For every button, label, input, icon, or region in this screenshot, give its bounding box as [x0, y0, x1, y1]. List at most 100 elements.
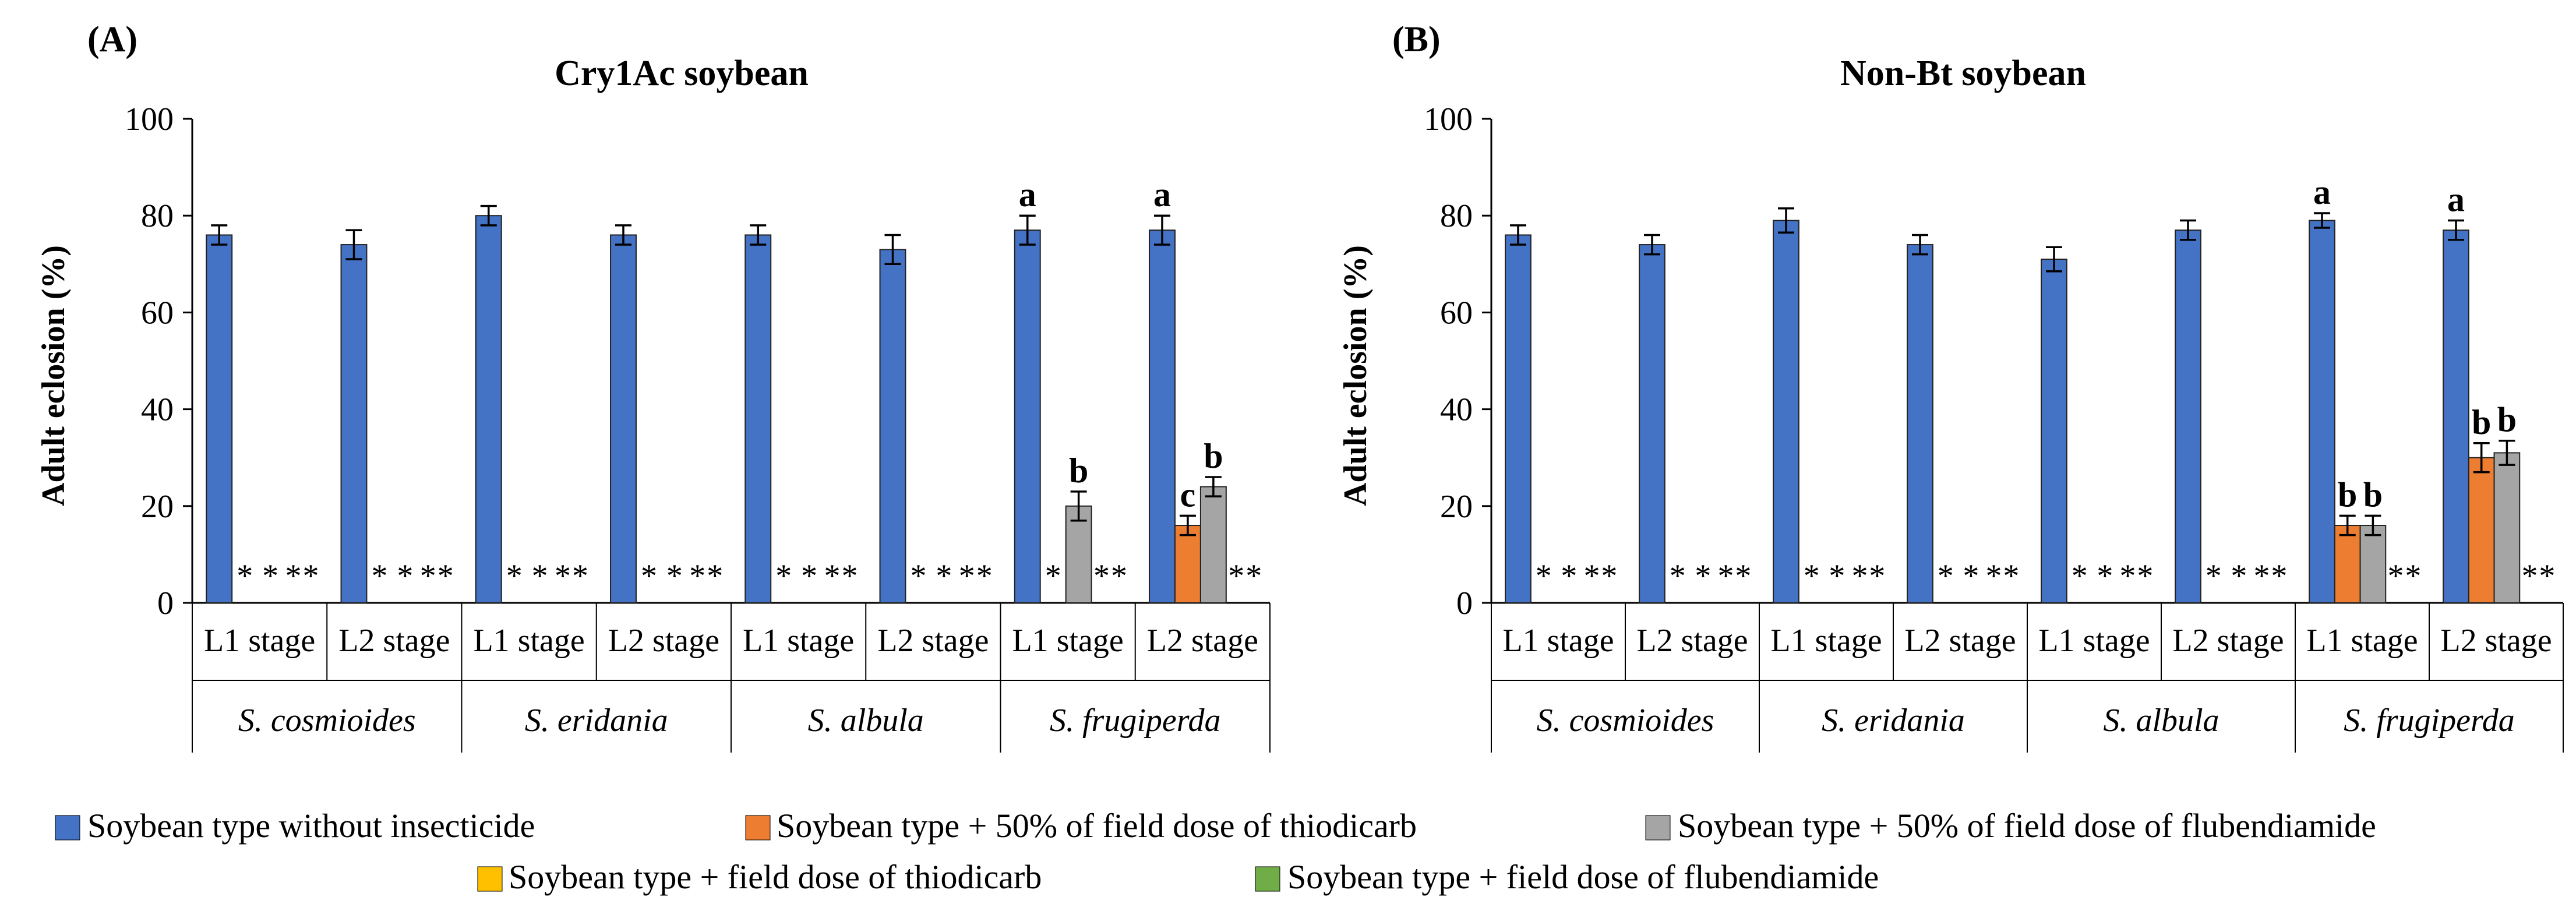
legend-item-thio: Soybean type + field dose of thiodicarb: [477, 858, 1042, 896]
legend-swatch-thio50: [745, 815, 771, 841]
panel-b-no-eclosion-marker: *: [1735, 558, 1751, 594]
panel-a-y-tick-label: 20: [141, 489, 174, 525]
panel-b-species-label: S. albula: [2103, 702, 2219, 739]
panel-b-species-label: S. eridania: [1822, 702, 1965, 739]
legend-swatch-flub50: [1645, 815, 1671, 841]
legend-item-flub50: Soybean type + 50% of field dose of flub…: [1645, 807, 2376, 845]
panel-b-no-eclosion-marker: *: [2003, 558, 2019, 594]
panel-b-error-bar: [2499, 439, 2515, 466]
panel-b-significance-letter: b: [2472, 403, 2491, 442]
panel-a-y-axis-label: Adult eclosion (%): [36, 245, 72, 506]
panel-a-bar-none: [206, 234, 233, 603]
panel-b-bar-none: [1505, 234, 1532, 603]
panel-a-bar-none: [1014, 230, 1041, 603]
panel-b-y-tick-label: 20: [1440, 489, 1473, 525]
panel-b-significance-letter: a: [2313, 173, 2331, 211]
panel-b-bar-flub50: [2493, 452, 2521, 603]
panel-b-stage-label: L1 stage: [2038, 623, 2150, 659]
panel-b-error-bar: [1510, 224, 1526, 246]
panel-a-no-eclosion-marker: *: [842, 558, 858, 594]
panel-a-no-eclosion-marker: *: [1245, 558, 1262, 594]
panel-b-no-eclosion-marker: *: [1561, 558, 1577, 594]
panel-a-bar-none: [879, 249, 906, 603]
panel-a-no-eclosion-marker: *: [285, 558, 301, 594]
panel-a-stage-label: L1 stage: [473, 623, 584, 659]
panel-b-stage-label: L2 stage: [2440, 623, 2552, 659]
panel-b-no-eclosion-marker: *: [2231, 558, 2247, 594]
legend-swatch-thio: [477, 866, 503, 892]
panel-b-no-eclosion-marker: *: [1536, 558, 1552, 594]
panel-a-no-eclosion-marker: *: [572, 558, 588, 594]
panel-b-no-eclosion-marker: *: [1963, 558, 1979, 594]
panel-a-error-bar: [1154, 214, 1170, 246]
legend-item-thio50: Soybean type + 50% of field dose of thio…: [745, 807, 1417, 845]
panel-b-no-eclosion-marker: *: [2206, 558, 2222, 594]
panel-b-no-eclosion-marker: *: [2137, 558, 2153, 594]
panel-a-species-label: S. eridania: [525, 702, 668, 739]
panel-b-species-label: S. cosmioides: [1537, 702, 1714, 739]
panel-a-no-eclosion-marker: *: [371, 558, 387, 594]
panel-a-stage-label: L1 stage: [1012, 623, 1123, 659]
panel-a-error-bar: [750, 224, 767, 246]
panel-b-no-eclosion-marker: *: [1601, 558, 1617, 594]
legend: Soybean type without insecticide Soybean…: [55, 807, 2376, 896]
panel-b-y-tick-label: 60: [1440, 295, 1473, 331]
panel-a-no-eclosion-marker: *: [641, 558, 657, 594]
panel-a-y-tick-label: 100: [125, 101, 174, 137]
panel-a-bar-none: [340, 244, 368, 603]
panel-b-no-eclosion-marker: *: [2405, 558, 2421, 594]
panel-b-significance-letter: b: [2497, 401, 2517, 439]
panel-a-error-bar: [1179, 514, 1196, 536]
panel-a-no-eclosion-marker: *: [555, 558, 571, 594]
panel-a-y-tick-label: 80: [141, 198, 174, 234]
panel-b: (B) Non-Bt soybean Adult eclosion (%) 0 2…: [1338, 20, 2564, 753]
panel-b-no-eclosion-marker: *: [2271, 558, 2287, 594]
panel-b-y-tick-label: 40: [1440, 392, 1473, 428]
panel-b-no-eclosion-marker: *: [1584, 558, 1600, 594]
panel-a-bar-flub50: [1065, 505, 1092, 603]
panel-b-no-eclosion-marker: *: [1670, 558, 1686, 594]
panel-b-no-eclosion-marker: *: [2522, 558, 2538, 594]
panel-a-stage-label: L1 stage: [743, 623, 854, 659]
panel-a-no-eclosion-marker: *: [532, 558, 548, 594]
panel-a-stage-label: L1 stage: [204, 623, 315, 659]
panel-b-error-bar: [2473, 442, 2490, 474]
panel-b-bar-none: [2041, 258, 2067, 603]
panel-b-no-eclosion-marker: *: [1852, 558, 1868, 594]
legend-label-flub: Soybean type + field dose of flubendiami…: [1287, 858, 1879, 896]
panel-a-stage-label: L2 stage: [338, 623, 450, 659]
panel-b-error-bar: [2314, 212, 2330, 229]
panel-b-bar-none: [1907, 244, 1933, 603]
panel-b-y-tick-label: 80: [1440, 198, 1473, 234]
panel-a-significance-letter: b: [1204, 437, 1223, 475]
panel-b-bar-thio50: [2468, 457, 2495, 604]
panel-a-stage-label: L2 stage: [608, 623, 719, 659]
panel-b-bar-none: [2175, 230, 2201, 603]
panel-b-error-bar: [2365, 514, 2381, 536]
panel-a: (A) Cry1Ac soybean Adult eclosion (%) 0 2…: [36, 20, 1271, 753]
panel-b-no-eclosion-marker: *: [1986, 558, 2002, 594]
panel-a-label: (A): [87, 20, 137, 59]
panel-b-no-eclosion-marker: *: [2539, 558, 2555, 594]
panel-a-no-eclosion-marker: *: [237, 558, 253, 594]
panel-b-stage-label: L2 stage: [1904, 623, 2016, 659]
panel-a-no-eclosion-marker: *: [936, 558, 952, 594]
panel-b-no-eclosion-marker: *: [2097, 558, 2113, 594]
panel-b-error-bar: [1778, 207, 1794, 234]
panel-a-no-eclosion-marker: *: [262, 558, 278, 594]
panel-b-no-eclosion-marker: *: [2254, 558, 2270, 594]
panel-b-no-eclosion-marker: *: [2120, 558, 2136, 594]
panel-b-no-eclosion-marker: *: [2072, 558, 2088, 594]
panel-a-no-eclosion-marker: *: [824, 558, 840, 594]
panel-a-y-tick-label: 60: [141, 295, 174, 331]
panel-a-bar-thio50: [1174, 525, 1201, 603]
panel-b-bar-flub50: [2359, 525, 2387, 603]
panel-a-no-eclosion-marker: *: [1045, 558, 1061, 594]
panel-b-y-axis-label: Adult eclosion (%): [1338, 245, 1374, 506]
panel-a-y-tick-label: 0: [157, 585, 174, 622]
panel-b-bar-none: [2309, 220, 2335, 603]
legend-swatch-none: [55, 815, 80, 841]
panel-b-label: (B): [1392, 20, 1441, 59]
panel-b-no-eclosion-marker: *: [2388, 558, 2404, 594]
